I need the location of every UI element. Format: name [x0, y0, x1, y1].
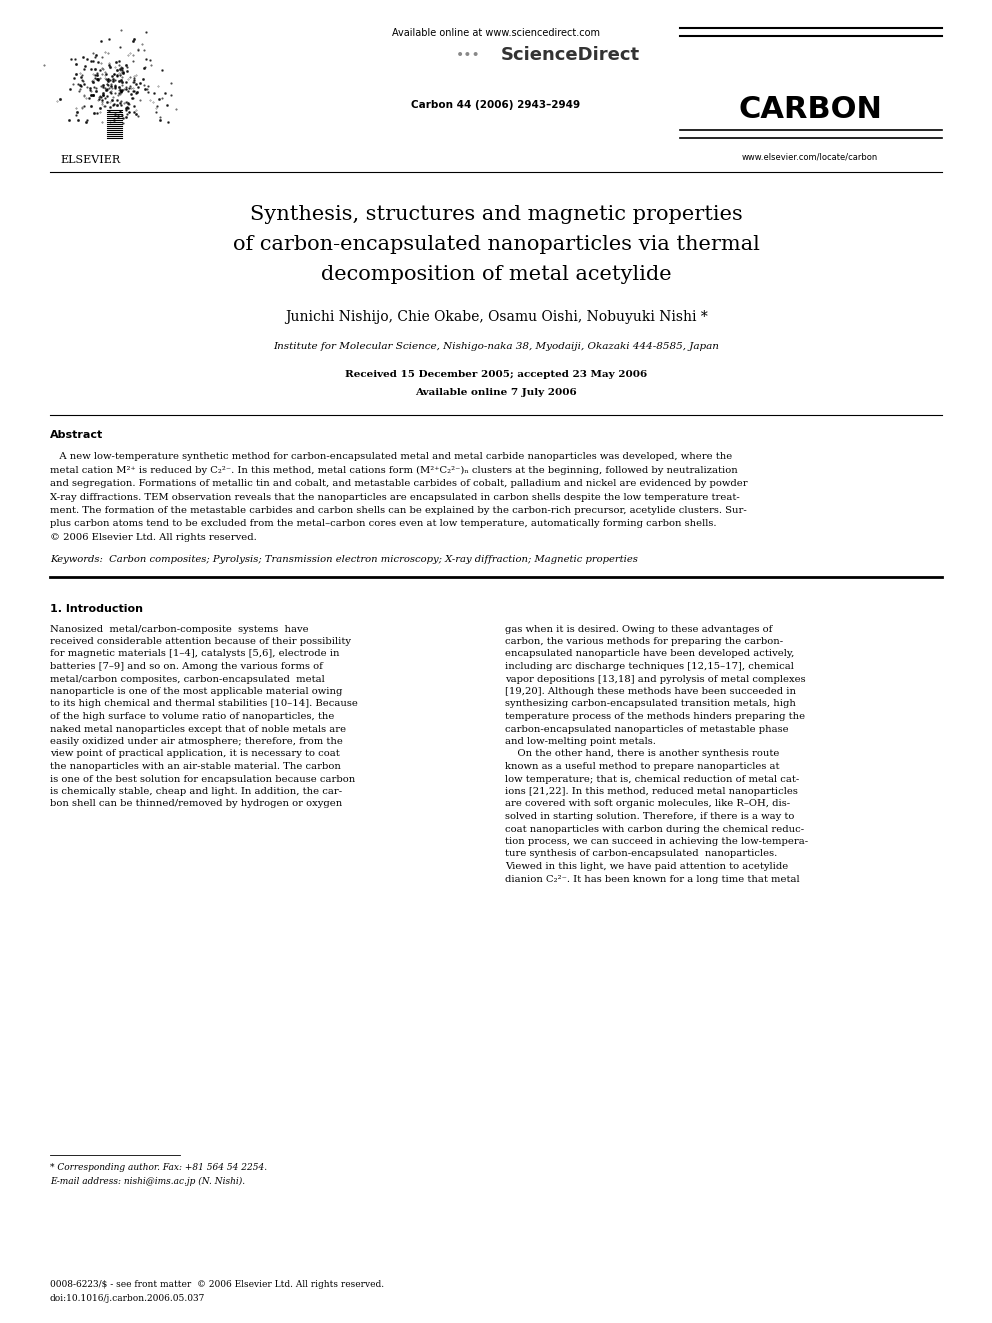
Text: ment. The formation of the metastable carbides and carbon shells can be explaine: ment. The formation of the metastable ca… — [50, 505, 747, 515]
Text: batteries [7–9] and so on. Among the various forms of: batteries [7–9] and so on. Among the var… — [50, 662, 322, 671]
Text: carbon-encapsulated nanoparticles of metastable phase: carbon-encapsulated nanoparticles of met… — [505, 725, 789, 733]
Text: Nanosized  metal/carbon-composite  systems  have: Nanosized metal/carbon-composite systems… — [50, 624, 309, 634]
Text: bon shell can be thinned/removed by hydrogen or oxygen: bon shell can be thinned/removed by hydr… — [50, 799, 342, 808]
Text: Viewed in this light, we have paid attention to acetylide: Viewed in this light, we have paid atten… — [505, 863, 789, 871]
Text: ions [21,22]. In this method, reduced metal nanoparticles: ions [21,22]. In this method, reduced me… — [505, 787, 798, 796]
Text: * Corresponding author. Fax: +81 564 54 2254.: * Corresponding author. Fax: +81 564 54 … — [50, 1163, 267, 1172]
Text: Synthesis, structures and magnetic properties: Synthesis, structures and magnetic prope… — [250, 205, 742, 224]
Text: Received 15 December 2005; accepted 23 May 2006: Received 15 December 2005; accepted 23 M… — [345, 370, 647, 378]
Text: including arc discharge techniques [12,15–17], chemical: including arc discharge techniques [12,1… — [505, 662, 794, 671]
Text: A new low-temperature synthetic method for carbon-encapsulated metal and metal c: A new low-temperature synthetic method f… — [50, 452, 732, 460]
Text: are covered with soft organic molecules, like R–OH, dis-: are covered with soft organic molecules,… — [505, 799, 790, 808]
Text: X-ray diffractions. TEM observation reveals that the nanoparticles are encapsula: X-ray diffractions. TEM observation reve… — [50, 492, 740, 501]
Text: ScienceDirect: ScienceDirect — [501, 46, 640, 64]
Text: of the high surface to volume ratio of nanoparticles, the: of the high surface to volume ratio of n… — [50, 712, 334, 721]
Text: tion process, we can succeed in achieving the low-tempera-: tion process, we can succeed in achievin… — [505, 837, 808, 845]
Text: ELSEVIER: ELSEVIER — [60, 155, 120, 165]
Text: synthesizing carbon-encapsulated transition metals, high: synthesizing carbon-encapsulated transit… — [505, 700, 796, 709]
Text: [19,20]. Although these methods have been succeeded in: [19,20]. Although these methods have bee… — [505, 687, 796, 696]
Text: dianion C₂²⁻. It has been known for a long time that metal: dianion C₂²⁻. It has been known for a lo… — [505, 875, 800, 884]
Text: nanoparticle is one of the most applicable material owing: nanoparticle is one of the most applicab… — [50, 687, 342, 696]
Text: solved in starting solution. Therefore, if there is a way to: solved in starting solution. Therefore, … — [505, 812, 795, 822]
Text: doi:10.1016/j.carbon.2006.05.037: doi:10.1016/j.carbon.2006.05.037 — [50, 1294, 205, 1303]
Text: is one of the best solution for encapsulation because carbon: is one of the best solution for encapsul… — [50, 774, 355, 783]
Text: ture synthesis of carbon-encapsulated  nanoparticles.: ture synthesis of carbon-encapsulated na… — [505, 849, 778, 859]
Text: easily oxidized under air atmosphere; therefore, from the: easily oxidized under air atmosphere; th… — [50, 737, 343, 746]
Text: Available online at www.sciencedirect.com: Available online at www.sciencedirect.co… — [392, 28, 600, 38]
Text: gas when it is desired. Owing to these advantages of: gas when it is desired. Owing to these a… — [505, 624, 773, 634]
Text: E-mail address: nishi@ims.ac.jp (N. Nishi).: E-mail address: nishi@ims.ac.jp (N. Nish… — [50, 1177, 245, 1187]
Text: plus carbon atoms tend to be excluded from the metal–carbon cores even at low te: plus carbon atoms tend to be excluded fr… — [50, 520, 716, 528]
Text: •••: ••• — [456, 48, 481, 62]
Text: On the other hand, there is another synthesis route: On the other hand, there is another synt… — [505, 750, 780, 758]
Text: of carbon-encapsulated nanoparticles via thermal: of carbon-encapsulated nanoparticles via… — [232, 235, 760, 254]
Text: metal/carbon composites, carbon-encapsulated  metal: metal/carbon composites, carbon-encapsul… — [50, 675, 324, 684]
Text: received considerable attention because of their possibility: received considerable attention because … — [50, 636, 351, 646]
Text: metal cation M²⁺ is reduced by C₂²⁻. In this method, metal cations form (M²⁺C₂²⁻: metal cation M²⁺ is reduced by C₂²⁻. In … — [50, 466, 738, 475]
Text: encapsulated nanoparticle have been developed actively,: encapsulated nanoparticle have been deve… — [505, 650, 795, 659]
Text: and low-melting point metals.: and low-melting point metals. — [505, 737, 656, 746]
Text: vapor depositions [13,18] and pyrolysis of metal complexes: vapor depositions [13,18] and pyrolysis … — [505, 675, 806, 684]
Text: 0008-6223/$ - see front matter  © 2006 Elsevier Ltd. All rights reserved.: 0008-6223/$ - see front matter © 2006 El… — [50, 1279, 384, 1289]
Text: Junichi Nishijo, Chie Okabe, Osamu Oishi, Nobuyuki Nishi *: Junichi Nishijo, Chie Okabe, Osamu Oishi… — [285, 310, 707, 324]
Text: is chemically stable, cheap and light. In addition, the car-: is chemically stable, cheap and light. I… — [50, 787, 342, 796]
Text: the nanoparticles with an air-stable material. The carbon: the nanoparticles with an air-stable mat… — [50, 762, 341, 771]
Text: for magnetic materials [1–4], catalysts [5,6], electrode in: for magnetic materials [1–4], catalysts … — [50, 650, 339, 659]
Text: coat nanoparticles with carbon during the chemical reduc-: coat nanoparticles with carbon during th… — [505, 824, 805, 833]
Text: CARBON: CARBON — [738, 95, 882, 124]
Text: Keywords:  Carbon composites; Pyrolysis; Transmission electron microscopy; X-ray: Keywords: Carbon composites; Pyrolysis; … — [50, 554, 638, 564]
FancyBboxPatch shape — [25, 30, 155, 160]
Text: 1. Introduction: 1. Introduction — [50, 605, 143, 614]
Text: Institute for Molecular Science, Nishigo-naka 38, Myodaiji, Okazaki 444-8585, Ja: Institute for Molecular Science, Nishigo… — [273, 343, 719, 351]
Text: naked metal nanoparticles except that of noble metals are: naked metal nanoparticles except that of… — [50, 725, 346, 733]
Text: Carbon 44 (2006) 2943–2949: Carbon 44 (2006) 2943–2949 — [412, 101, 580, 110]
Text: www.elsevier.com/locate/carbon: www.elsevier.com/locate/carbon — [742, 152, 878, 161]
Text: temperature process of the methods hinders preparing the: temperature process of the methods hinde… — [505, 712, 806, 721]
Text: carbon, the various methods for preparing the carbon-: carbon, the various methods for preparin… — [505, 636, 783, 646]
Text: Abstract: Abstract — [50, 430, 103, 441]
Text: low temperature; that is, chemical reduction of metal cat-: low temperature; that is, chemical reduc… — [505, 774, 800, 783]
Text: and segregation. Formations of metallic tin and cobalt, and metastable carbides : and segregation. Formations of metallic … — [50, 479, 748, 488]
Text: known as a useful method to prepare nanoparticles at: known as a useful method to prepare nano… — [505, 762, 780, 771]
Text: Available online 7 July 2006: Available online 7 July 2006 — [415, 388, 577, 397]
Text: decomposition of metal acetylide: decomposition of metal acetylide — [320, 265, 672, 284]
Text: © 2006 Elsevier Ltd. All rights reserved.: © 2006 Elsevier Ltd. All rights reserved… — [50, 533, 257, 542]
Text: to its high chemical and thermal stabilities [10–14]. Because: to its high chemical and thermal stabili… — [50, 700, 358, 709]
Text: view point of practical application, it is necessary to coat: view point of practical application, it … — [50, 750, 339, 758]
